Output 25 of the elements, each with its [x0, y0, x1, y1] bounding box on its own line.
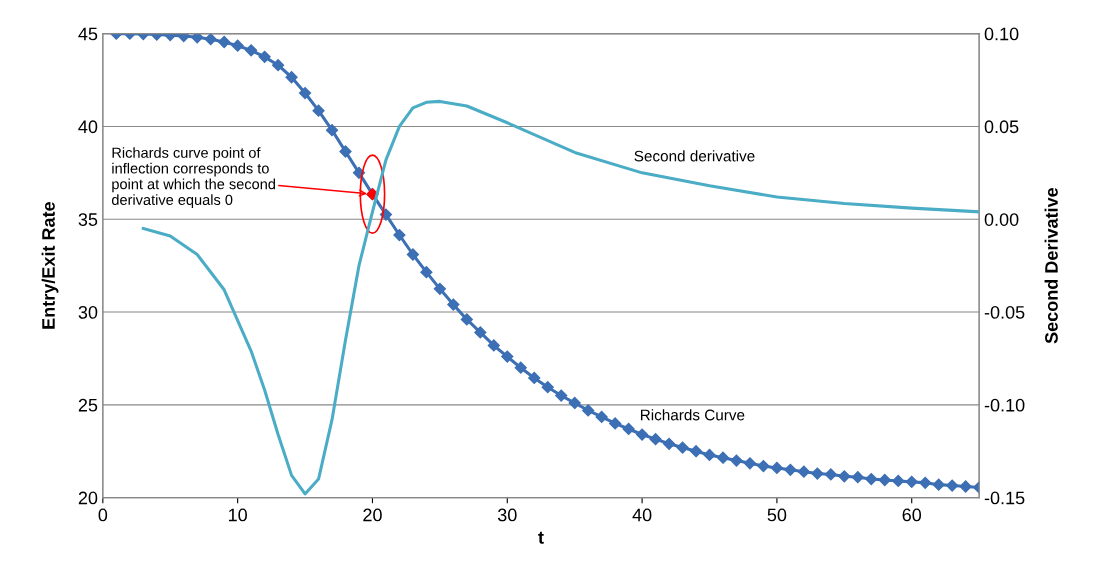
y-tick-label: 35: [78, 213, 98, 226]
x-tick-label: 40: [632, 508, 652, 522]
annotation: Richards curve point of inflection corresponds to point at which the second derivative equals 0: [111, 147, 275, 208]
x-tick-label: 20: [363, 508, 382, 522]
y-tick-label: 30: [78, 305, 98, 319]
y-tick-label: 40: [78, 120, 98, 134]
x-tick-label: 50: [767, 508, 787, 522]
y2-tick-label: 0.10: [984, 27, 1019, 41]
x-axis-title: t: [538, 531, 544, 544]
x-tick-label: 0: [98, 508, 108, 522]
x-tick-label: 30: [497, 508, 517, 522]
y-tick-label: 45: [78, 27, 98, 41]
series-label: Richards Curve: [640, 409, 745, 421]
series-label: Second derivative: [634, 150, 755, 162]
y2-axis-title: Second Derivative: [1044, 187, 1058, 344]
y-tick-label: 20: [78, 491, 98, 505]
y-axis-title: Entry/Exit Rate: [41, 202, 59, 329]
y2-tick-label: -0.05: [984, 305, 1025, 319]
y-tick-label: 25: [78, 398, 98, 412]
x-tick-label: 60: [902, 508, 922, 522]
y2-tick-label: -0.15: [984, 491, 1025, 505]
y2-tick-label: -0.10: [984, 398, 1025, 412]
x-tick-label: 10: [228, 508, 247, 522]
y2-tick-label: 0.05: [984, 120, 1019, 134]
y2-tick-label: 0.00: [984, 213, 1019, 226]
